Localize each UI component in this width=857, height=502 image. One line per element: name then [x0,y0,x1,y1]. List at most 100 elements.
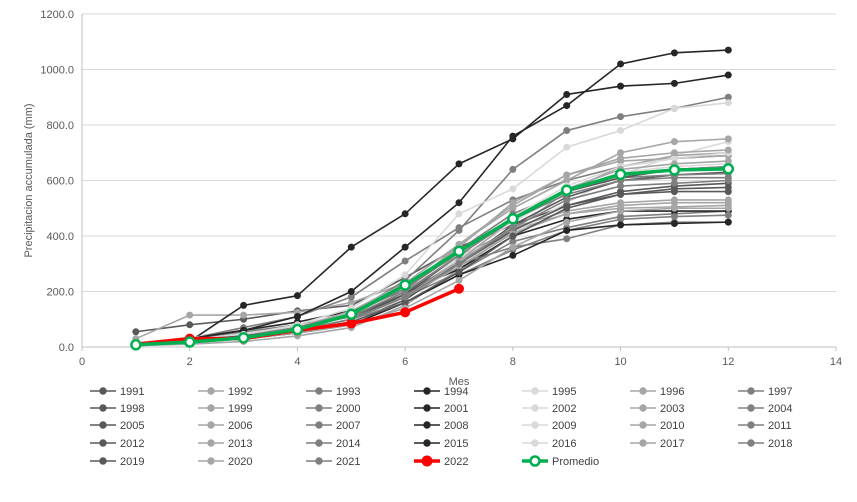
legend-label: 1998 [120,403,144,415]
legend-swatch-marker [639,404,647,412]
data-point [563,127,571,135]
legend-label: 2006 [228,420,252,432]
legend-swatch-marker [315,387,323,395]
data-point [670,204,678,212]
data-point [617,182,625,190]
legend-label: 2012 [120,438,144,450]
legend-label: 2008 [444,420,468,432]
data-point [617,221,625,229]
legend-label: 2015 [444,438,468,450]
legend-swatch-marker [207,457,215,465]
legend-swatch-marker [207,439,215,447]
legend-entry-2001: 2001 [414,403,468,415]
data-point [509,251,517,259]
data-point [670,179,678,187]
legend-label: 1994 [444,386,468,398]
y-tick-label: 200.0 [46,287,74,299]
data-point [563,90,571,98]
y-tick-label: 600.0 [46,176,74,188]
data-point [670,138,678,146]
data-point [186,321,194,329]
legend-label: 2004 [768,403,792,415]
data-point [563,204,571,212]
data-point [455,260,463,268]
legend-label: 2005 [120,420,144,432]
legend-label: 2007 [336,420,360,432]
legend-swatch-marker [315,457,323,465]
data-point [291,323,304,336]
x-tick-label: 2 [187,356,193,368]
legend-label: 1992 [228,386,252,398]
data-point [401,257,409,265]
legend-entry-1994: 1994 [414,386,468,398]
legend-label: 2018 [768,438,792,450]
legend-label: 2014 [336,438,360,450]
legend-entry-2018: 2018 [738,438,792,450]
legend-entry-1991: 1991 [90,386,144,398]
legend-entry-1995: 1995 [522,386,576,398]
data-point [130,339,142,351]
legend-swatch-marker [639,439,647,447]
data-point [563,235,571,243]
data-point [401,271,409,279]
legend-label: 1997 [768,386,792,398]
data-point [240,301,248,309]
legend-entry-1999: 1999 [198,403,252,415]
y-axis-title: Precipitacion accumulada (mm) [23,103,35,257]
data-point [670,213,678,221]
legend-entry-1997: 1997 [738,386,792,398]
legend-label: 2016 [552,438,576,450]
data-point [560,184,573,196]
data-point [237,332,250,344]
legend-entry-2006: 2006 [198,420,252,432]
data-point [563,171,571,179]
x-tick-label: 8 [510,356,516,368]
legend-swatch-marker [207,404,215,412]
data-point [724,71,732,79]
y-tick-label: 1000.0 [40,65,74,77]
series-line [135,167,729,347]
legend-label: 2017 [660,438,684,450]
gridlines [82,13,836,292]
data-point [724,204,732,212]
data-point [455,276,463,284]
legend-swatch-marker [207,387,215,395]
legend-entry-2013: 2013 [198,438,252,450]
data-point [563,226,571,234]
data-point [399,279,411,291]
data-point [347,288,355,295]
legend-entry-2003: 2003 [630,403,684,415]
data-point [724,183,732,191]
data-point [617,190,625,198]
data-point [455,199,463,207]
data-point [455,226,463,234]
legend-entry-2007: 2007 [306,420,360,432]
data-point [347,243,355,251]
legend-swatch-marker [99,421,107,429]
data-point [183,336,196,348]
data-point [724,211,732,219]
data-point [509,132,517,140]
data-point [617,113,625,121]
data-point [617,154,625,162]
legend-label: 1995 [552,386,576,398]
legend-swatch-marker [747,404,755,412]
data-point [724,46,732,54]
x-tick-label: 12 [722,356,734,368]
x-tick-label: 14 [830,356,842,368]
axes [81,14,837,351]
data-point [455,160,463,168]
legend-label: 2013 [228,438,252,450]
series-line [135,210,729,346]
series-line [135,74,729,346]
legend-entry-1993: 1993 [306,386,360,398]
legend-entry-2008: 2008 [414,420,468,432]
legend-entry-2015: 2015 [414,438,468,450]
legend-swatch-marker [99,439,107,447]
data-point [346,318,357,329]
legend-entry-1996: 1996 [630,386,684,398]
data-point [614,168,627,181]
legend-entry-2016: 2016 [522,438,576,450]
data-point [617,127,625,135]
